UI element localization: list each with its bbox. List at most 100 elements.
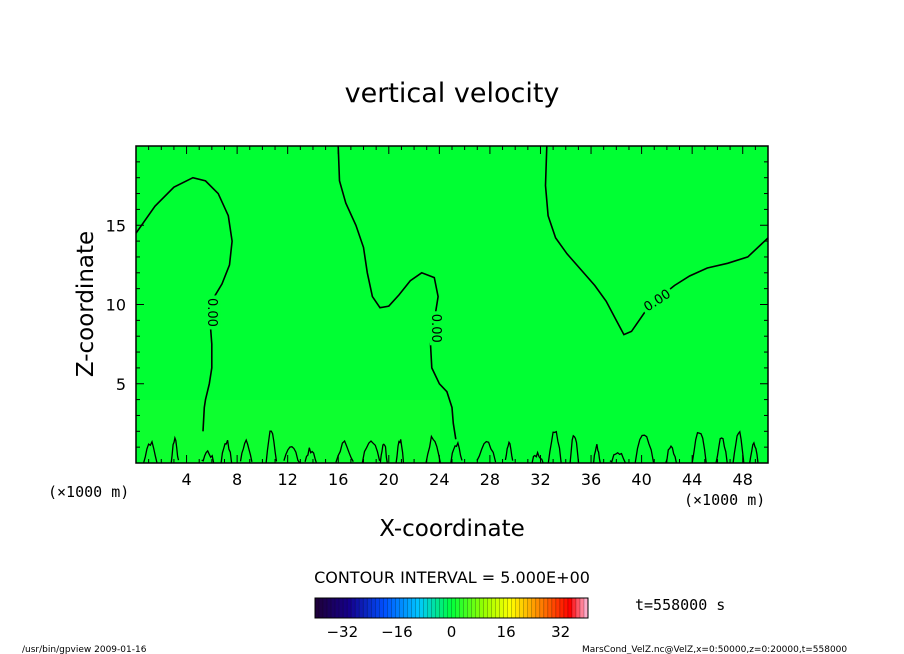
colorbar-segment <box>583 598 589 618</box>
colorbar-segment <box>503 598 509 618</box>
colorbar-segment <box>487 598 492 618</box>
contour-label: 0.00 <box>204 298 219 327</box>
colorbar-segment <box>515 598 521 618</box>
contour-label-bg <box>638 284 675 315</box>
colorbar-segment <box>459 598 464 618</box>
surface-contour-loop <box>569 434 580 464</box>
y-tick-label: 5 <box>116 375 126 394</box>
colorbar-segment <box>355 598 360 618</box>
x-tick-label: 16 <box>328 470 348 489</box>
surface-contour-loop <box>531 450 544 464</box>
colorbar-segment <box>439 598 444 618</box>
colorbar-segment <box>327 598 332 618</box>
x-unit-right: (×1000 m) <box>684 491 765 509</box>
colorbar-segment <box>347 598 352 618</box>
colorbar-segment <box>367 598 372 618</box>
colorbar-segment <box>535 598 541 618</box>
colorbar-ticks: −32 −16 0 16 32 <box>326 623 570 641</box>
y-tick-label: 15 <box>106 216 126 235</box>
colorbar-segment <box>423 598 428 618</box>
plot-area: 0.000.000.00 <box>135 145 769 464</box>
x-tick-label: 4 <box>181 470 191 489</box>
x-tick-label: 44 <box>682 470 702 489</box>
x-tick-label: 20 <box>379 470 399 489</box>
surface-contour-loop <box>220 439 233 464</box>
colorbar-segment <box>391 598 396 618</box>
surface-contour-loop <box>715 437 728 464</box>
colorbar-segment <box>411 598 416 618</box>
surface-contour-loop <box>361 440 381 464</box>
x-tick-label: 8 <box>232 470 242 489</box>
colorbar-segment <box>323 598 328 618</box>
colorbar-frame <box>314 597 589 619</box>
surface-contour-loop <box>265 430 278 464</box>
surface-contour-loop <box>504 440 514 461</box>
x-unit-left: (×1000 m) <box>48 483 129 501</box>
colorbar-segment <box>555 598 561 618</box>
colorbar-segment <box>547 598 553 618</box>
surface-contour-loop <box>379 443 388 464</box>
chart-title: vertical velocity <box>345 78 560 109</box>
colorbar-segment <box>507 598 513 618</box>
x-axis: 4 8 12 16 20 24 28 32 36 40 44 48 <box>135 146 769 489</box>
source-info: /usr/bin/gpview 2009-01-16 <box>22 645 147 654</box>
colorbar-segment <box>571 598 577 618</box>
colorbar-segment <box>491 598 496 618</box>
colorbar-segment <box>443 598 448 618</box>
colorbar-segment <box>395 598 400 618</box>
colorbar-segment <box>563 598 569 618</box>
x-tick-label: 48 <box>733 470 753 489</box>
surface-contour-loop <box>749 441 759 464</box>
colorbar-segment <box>399 598 404 618</box>
colorbar-segment <box>343 598 348 618</box>
colorbar-segment <box>375 598 380 618</box>
surface-contour-loop <box>634 434 655 464</box>
surface-contour-loop <box>609 451 626 464</box>
colorbar-tick-label: 0 <box>447 623 457 641</box>
surface-contour-loop <box>142 439 158 464</box>
surface-contour-loop <box>547 430 562 464</box>
colorbar-segment <box>427 598 432 618</box>
colorbar-segment <box>435 598 440 618</box>
surface-contour-loop <box>395 439 405 464</box>
colorbar-segment <box>531 598 537 618</box>
colorbar-segment <box>475 598 480 618</box>
colorbar-segment <box>527 598 533 618</box>
colorbar-segment <box>463 598 468 618</box>
colorbar-tick-label: −32 <box>326 623 358 641</box>
y-tick-label: 10 <box>106 296 126 315</box>
contour-label-bg <box>429 311 444 346</box>
colorbar-segment <box>495 598 500 618</box>
colorbar-segment <box>359 598 364 618</box>
colorbar-tick-label: 32 <box>551 623 570 641</box>
colorbar-tick-label: −16 <box>381 623 413 641</box>
colorbar-tick-label: 16 <box>497 623 516 641</box>
colorbar-segment <box>379 598 384 618</box>
colorbar-segment <box>431 598 436 618</box>
colorbar-segment <box>351 598 356 618</box>
colorbar-segment <box>315 598 320 618</box>
colorbar-segment <box>387 598 392 618</box>
colorbar-segment <box>403 598 408 618</box>
colorbar-segment <box>511 598 517 618</box>
surface-contour-loop <box>450 440 463 463</box>
surface-contour-loop <box>283 445 301 464</box>
colorbar <box>314 597 589 619</box>
x-tick-label: 24 <box>429 470 449 489</box>
colorbar-segment <box>451 598 456 618</box>
surface-contour-loop <box>691 431 707 464</box>
surface-contour-loop <box>201 449 215 464</box>
x-tick-label: 40 <box>631 470 651 489</box>
colorbar-segment <box>407 598 412 618</box>
zero-contour-line <box>544 145 769 336</box>
x-tick-label: 12 <box>278 470 298 489</box>
colorbar-segment <box>455 598 460 618</box>
surface-contours <box>142 430 759 464</box>
colorbar-segment <box>319 598 324 618</box>
colorbar-segment <box>415 598 420 618</box>
colorbar-segment <box>539 598 545 618</box>
colorbar-segment <box>579 598 585 618</box>
file-info: MarsCond_VelZ.nc@VelZ,x=0:50000,z=0:2000… <box>582 645 847 654</box>
surface-contour-loop <box>592 444 601 464</box>
colorbar-segment <box>567 598 573 618</box>
